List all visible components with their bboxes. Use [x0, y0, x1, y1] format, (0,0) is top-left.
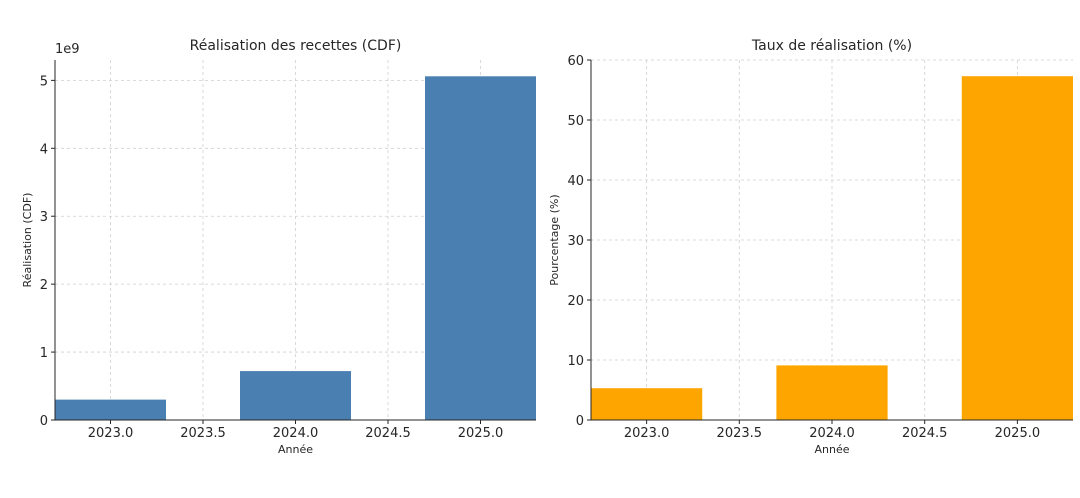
x-tick-label: 2024.5 — [902, 426, 948, 441]
y-axis-label: Pourcentage (%) — [548, 194, 561, 285]
x-tick-label: 2023.0 — [624, 426, 670, 441]
y-tick-label: 3 — [40, 210, 48, 225]
x-axis-label: Année — [278, 443, 313, 456]
y-tick-label: 2 — [40, 278, 48, 293]
chart-title: Taux de réalisation (%) — [751, 38, 912, 54]
chart-realisation-recettes: 2023.0 2023.5 2024.0 2024.5 2025.0 0 1 2 3 4 5 1e9 R… — [21, 38, 536, 456]
y-tick-label: 30 — [567, 234, 584, 249]
x-tick-label: 2023.0 — [88, 426, 134, 441]
y-tick-label: 0 — [40, 414, 48, 429]
y-tick-label: 1 — [40, 346, 48, 361]
x-tick-label: 2024.0 — [273, 426, 319, 441]
x-tick-label: 2025.0 — [995, 426, 1041, 441]
y-tick-label: 40 — [567, 174, 584, 189]
y-tick-label: 0 — [576, 414, 584, 429]
x-tick-label: 2023.5 — [717, 426, 763, 441]
bar-2024 — [776, 365, 888, 420]
y-tick-label: 20 — [567, 294, 584, 309]
y-tick-label: 4 — [40, 142, 48, 157]
bar-2023 — [55, 399, 166, 420]
bar-2025 — [425, 76, 536, 421]
y-axis-label: Réalisation (CDF) — [21, 193, 34, 288]
y-tick-label: 10 — [567, 354, 584, 369]
y-tick-label: 60 — [567, 54, 584, 69]
x-tick-label: 2025.0 — [458, 426, 504, 441]
y-offset-label: 1e9 — [55, 42, 80, 57]
x-axis-label: Année — [814, 443, 849, 456]
y-tick-label: 50 — [567, 114, 584, 129]
y-tick-label: 5 — [40, 74, 48, 89]
bar-2024 — [240, 371, 351, 420]
x-tick-label: 2023.5 — [180, 426, 226, 441]
chart-taux-realisation: 2023.0 2023.5 2024.0 2024.5 2025.0 0 10 20 30 40 5… — [548, 38, 1073, 456]
x-tick-label: 2024.0 — [809, 426, 855, 441]
x-tick-label: 2024.5 — [365, 426, 411, 441]
chart-title: Réalisation des recettes (CDF) — [190, 38, 402, 54]
bar-2025 — [961, 76, 1073, 420]
bar-2023 — [591, 388, 703, 420]
